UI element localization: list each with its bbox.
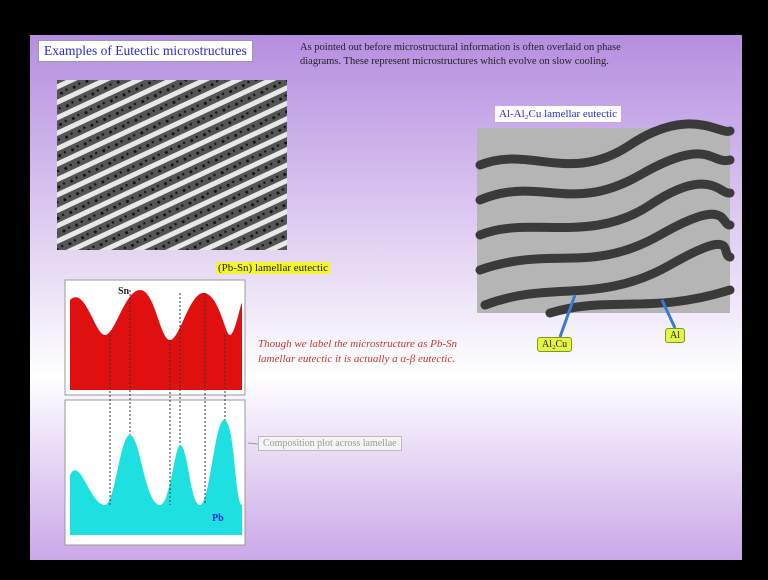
intro-text: As pointed out before microstructural in… bbox=[300, 42, 621, 67]
pointer bbox=[660, 299, 677, 329]
pointer bbox=[558, 294, 577, 338]
pb-profile bbox=[70, 419, 242, 535]
caption: (Pb-Sn) lamellar eutectic bbox=[216, 262, 330, 274]
alcu-lamellae bbox=[475, 119, 735, 318]
guide-lines bbox=[109, 290, 226, 505]
sn-profile bbox=[70, 290, 242, 390]
caption: Al-Al₂Cu lamellar eutectic bbox=[495, 106, 622, 122]
slide: Examples of Eutectic microstructures As … bbox=[30, 35, 742, 560]
callout: Composition plot across lamellae bbox=[258, 436, 402, 451]
figures bbox=[57, 80, 735, 546]
plot-label: Pb bbox=[212, 513, 224, 524]
slide-title: Examples of Eutectic microstructures bbox=[38, 40, 253, 62]
pointer bbox=[247, 442, 259, 445]
phase-tag: Al₂Cu bbox=[537, 337, 573, 352]
pbsn-micrograph bbox=[57, 80, 287, 250]
plot-label: Sn bbox=[118, 286, 130, 297]
note: Though we label the microstructure as Pb… bbox=[258, 338, 457, 365]
phase-tag: Al bbox=[665, 328, 685, 343]
